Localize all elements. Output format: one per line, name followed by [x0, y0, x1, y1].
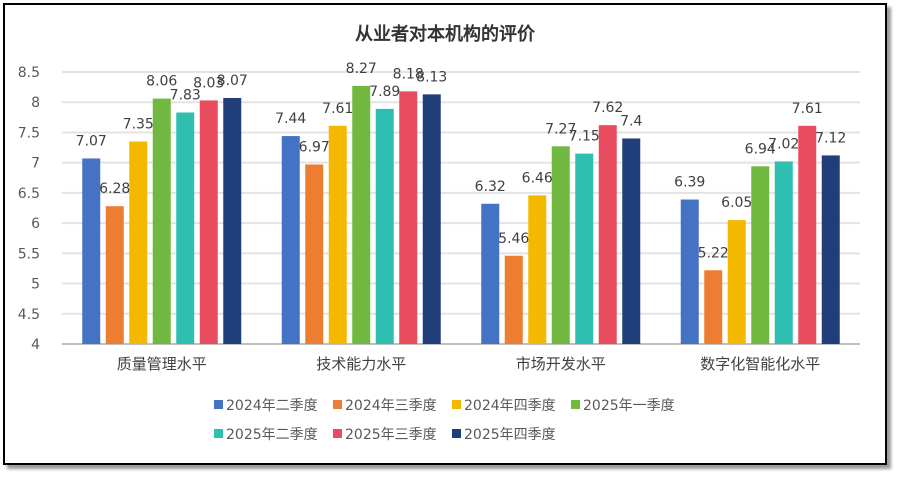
legend-label: 2024年三季度: [345, 398, 437, 414]
bar: [328, 125, 347, 344]
data-label: 7.44: [275, 111, 306, 127]
legend-label: 2025年四季度: [464, 427, 556, 443]
bar: [575, 153, 594, 344]
category-label: 质量管理水平: [117, 355, 207, 373]
data-label: 7.4: [620, 113, 642, 129]
data-label: 6.46: [522, 170, 553, 186]
data-label: 6.28: [99, 181, 130, 197]
legend-swatch: [571, 400, 580, 409]
legend-swatch: [452, 429, 461, 438]
bar: [152, 98, 171, 345]
data-label: 7.27: [545, 121, 576, 137]
bar: [528, 195, 547, 344]
bar: [598, 125, 617, 345]
bar: [704, 270, 723, 344]
legend-label: 2025年二季度: [226, 427, 318, 443]
bar: [223, 97, 242, 344]
y-tick-label: 8: [31, 95, 40, 111]
data-label: 6.32: [475, 179, 506, 195]
data-label: 8.03: [193, 75, 224, 91]
bar: [727, 220, 746, 344]
bar: [105, 206, 124, 344]
bar: [622, 138, 641, 344]
bar: [751, 166, 770, 344]
bar: [375, 108, 394, 344]
bar: [352, 85, 371, 344]
data-label: 7.62: [592, 100, 623, 116]
legend-swatch: [214, 429, 223, 438]
chart-title: 从业者对本机构的评价: [355, 23, 536, 45]
bar: [305, 164, 324, 344]
category-label: 市场开发水平: [516, 355, 606, 373]
y-tick-label: 5: [31, 277, 40, 293]
bar: [176, 112, 195, 345]
legend-swatch: [452, 400, 461, 409]
y-tick-label: 7.5: [18, 125, 40, 141]
data-label: 7.15: [569, 129, 600, 145]
y-tick-label: 4.5: [18, 307, 40, 323]
data-label: 7.02: [768, 136, 799, 152]
category-label: 数字化智能化水平: [700, 355, 820, 373]
data-label: 5.22: [698, 245, 729, 261]
data-label: 7.12: [815, 130, 846, 146]
bar: [504, 255, 523, 344]
data-label: 6.94: [745, 141, 776, 157]
data-label: 7.83: [170, 87, 201, 103]
bar: [774, 161, 793, 344]
data-label: 7.61: [792, 101, 823, 117]
data-label: 8.27: [346, 61, 377, 77]
data-label: 7.61: [322, 101, 353, 117]
bar: [199, 100, 218, 344]
bar: [481, 203, 500, 344]
bar: [680, 199, 699, 344]
category-label: 技术能力水平: [316, 355, 406, 373]
bar: [821, 155, 840, 344]
data-label: 6.05: [721, 195, 752, 211]
y-tick-label: 4: [31, 337, 40, 353]
y-tick-label: 5.5: [18, 246, 40, 262]
bar: [129, 141, 148, 344]
data-label: 6.39: [674, 175, 705, 191]
bar: [551, 146, 570, 344]
data-label: 7.35: [123, 117, 154, 133]
legend-swatch: [333, 429, 342, 438]
data-label: 7.07: [76, 133, 107, 149]
y-tick-label: 7: [31, 156, 40, 172]
bar: [422, 94, 441, 344]
y-tick-label: 6: [31, 216, 40, 232]
bar: [399, 91, 418, 344]
data-label: 8.13: [416, 69, 447, 85]
legend-swatch: [333, 400, 342, 409]
legend-label: 2025年三季度: [345, 427, 437, 443]
data-label: 6.97: [299, 139, 330, 155]
legend-label: 2025年一季度: [583, 398, 675, 414]
data-label: 8.06: [146, 74, 177, 90]
y-tick-label: 8.5: [18, 65, 40, 81]
data-label: 7.89: [369, 84, 400, 100]
data-label: 8.07: [217, 73, 248, 89]
bar: [82, 158, 101, 344]
bar: [281, 136, 300, 344]
bar: [798, 125, 817, 344]
legend-swatch: [214, 400, 223, 409]
y-tick-label: 6.5: [18, 186, 40, 202]
legend-label: 2024年二季度: [226, 398, 318, 414]
data-label: 8.18: [393, 66, 424, 82]
legend-label: 2024年四季度: [464, 398, 556, 414]
data-label: 5.46: [498, 231, 529, 247]
